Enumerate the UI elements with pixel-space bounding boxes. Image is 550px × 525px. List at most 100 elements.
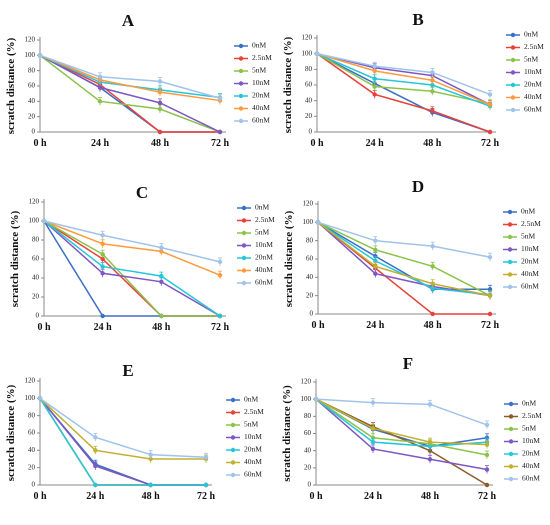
legend-entry: 5nM	[522, 424, 537, 433]
data-point	[93, 448, 98, 453]
data-point	[148, 456, 153, 462]
legend-marker	[510, 107, 516, 113]
y-tick-label: 80	[305, 65, 313, 73]
data-point	[217, 129, 223, 135]
series-line	[39, 397, 206, 486]
data-point	[370, 446, 376, 452]
y-tick-label: 60	[28, 429, 36, 437]
legend-entry: 5nM	[252, 66, 267, 75]
series-20nm	[37, 396, 209, 488]
legend-marker	[510, 82, 516, 88]
legend-marker	[508, 464, 514, 469]
data-point	[41, 218, 47, 224]
series-40nm	[41, 218, 223, 280]
legend: 0nM 2.5nM 5nM 10nM 20nM 40nM 60nM	[234, 41, 272, 125]
legend-entry: 60nM	[255, 278, 273, 287]
data-point	[372, 76, 377, 81]
legend-marker	[510, 32, 516, 38]
legend: 0nM 2.5nM 5nM 10nM 20nM 40nM 60nM	[504, 399, 542, 483]
legend-entry: 10nM	[522, 436, 540, 445]
legend: 0nM 2.5nM 5nM 10nM 20nM 40nM 60nM	[237, 203, 275, 287]
legend-marker	[230, 447, 236, 453]
legend-marker	[230, 422, 236, 428]
series-line	[316, 52, 491, 96]
data-point	[93, 463, 98, 469]
series-60nm	[314, 51, 493, 99]
y-tick-label: 60	[306, 255, 314, 263]
series-5nm	[37, 396, 209, 488]
data-point	[37, 396, 43, 401]
series-5nm	[315, 220, 493, 300]
series-20nm	[313, 396, 490, 451]
data-point	[314, 51, 320, 56]
series-line	[316, 52, 491, 106]
data-point	[487, 287, 493, 292]
legend-marker	[507, 284, 513, 290]
data-point	[430, 82, 435, 88]
x-tick-label: 0 h	[311, 320, 325, 331]
legend-marker	[230, 472, 236, 478]
series-line	[39, 397, 207, 459]
series-line	[315, 398, 488, 456]
data-point	[148, 452, 153, 457]
series-0nm	[313, 396, 490, 451]
legend-marker	[508, 414, 514, 419]
y-tick-label: 40	[28, 97, 36, 105]
data-point	[157, 129, 163, 135]
data-point	[427, 439, 433, 445]
series-20nm	[41, 218, 223, 319]
series-line	[316, 52, 491, 106]
y-tick-label: 60	[305, 81, 313, 89]
legend-entry: 5nM	[255, 228, 270, 237]
x-tick-label: 48 h	[424, 320, 443, 331]
legend-marker	[241, 280, 247, 286]
data-point	[484, 482, 490, 488]
y-tick-label: 80	[28, 411, 36, 419]
data-point	[217, 272, 223, 278]
legend-entry: 60nM	[524, 105, 542, 114]
y-axis-label: scratch distance (%)	[5, 384, 17, 481]
y-tick-label: 80	[306, 236, 314, 244]
data-point	[430, 89, 435, 94]
data-point	[484, 442, 490, 447]
legend-marker	[241, 255, 247, 261]
data-point	[430, 311, 435, 317]
data-point	[157, 100, 163, 106]
data-point	[373, 264, 378, 269]
x-tick-label: 48 h	[142, 491, 161, 502]
data-point	[97, 99, 103, 104]
series-line	[39, 397, 206, 486]
y-tick-label: 60	[32, 255, 40, 263]
series-20nm	[315, 220, 493, 299]
y-axis-label: scratch distance (%)	[283, 210, 295, 307]
data-point	[427, 457, 433, 462]
legend-entry: 0nM	[521, 207, 536, 216]
x-tick-label: 72 h	[197, 491, 216, 502]
series-0nm	[41, 218, 223, 319]
data-point	[100, 233, 105, 238]
y-tick-label: 0	[32, 128, 36, 136]
data-point	[100, 264, 105, 269]
y-tick-label: 60	[304, 429, 312, 437]
data-point	[372, 63, 377, 69]
legend-marker	[507, 209, 513, 215]
legend-entry: 2.5nM	[524, 42, 544, 51]
y-axis-label: scratch distance (%)	[9, 210, 21, 307]
x-tick-label: 0 h	[310, 138, 324, 149]
legend-marker	[507, 247, 513, 252]
data-point	[373, 247, 378, 253]
legend-entry: 60nM	[522, 474, 540, 483]
data-point	[217, 259, 223, 265]
x-tick-label: 0 h	[37, 322, 51, 333]
data-point	[372, 84, 377, 89]
y-tick-label: 80	[32, 236, 40, 244]
data-point	[100, 241, 105, 246]
series-5nm	[41, 218, 223, 319]
series-10nm	[314, 51, 493, 109]
legend-marker	[238, 81, 244, 86]
series-line	[315, 398, 488, 426]
series-line	[43, 220, 220, 317]
